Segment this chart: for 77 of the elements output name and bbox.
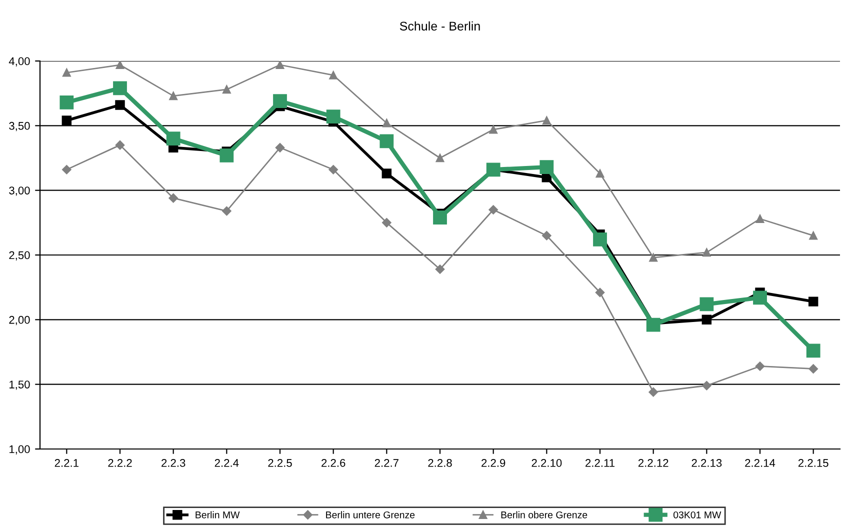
- x-tick-label: 2.2.2: [108, 459, 132, 467]
- point: [273, 94, 287, 108]
- point: [700, 297, 714, 312]
- x-tick-label: 2.2.9: [482, 459, 506, 467]
- point: [222, 206, 232, 216]
- point: [382, 168, 392, 178]
- point: [62, 165, 72, 174]
- point: [166, 132, 180, 146]
- point: [806, 344, 820, 358]
- x-tick-label: 2.2.4: [214, 459, 239, 467]
- point: [328, 165, 338, 174]
- x-tick-label: 2.2.14: [745, 459, 776, 467]
- point: [169, 92, 178, 100]
- point: [540, 160, 554, 174]
- point: [649, 253, 658, 262]
- point: [329, 71, 338, 80]
- point: [488, 205, 498, 214]
- legend-label: 03K01 MW: [673, 511, 722, 518]
- y-tick-label: 2,50: [9, 251, 30, 260]
- point: [808, 296, 818, 306]
- point: [382, 118, 391, 128]
- point: [116, 61, 124, 70]
- point: [222, 85, 231, 94]
- x-tick-label: 2.2.13: [692, 459, 722, 467]
- point: [702, 381, 712, 390]
- point: [542, 116, 551, 125]
- point: [808, 364, 818, 374]
- point: [115, 140, 125, 150]
- point: [435, 264, 445, 274]
- point: [756, 214, 764, 223]
- point: [755, 362, 765, 371]
- point: [542, 230, 552, 240]
- point: [276, 61, 284, 70]
- point: [436, 154, 444, 162]
- point: [646, 318, 660, 332]
- x-tick-label: 2.2.3: [162, 459, 186, 467]
- x-tick-label: 2.2.6: [322, 459, 346, 467]
- point: [326, 110, 340, 124]
- point: [595, 288, 605, 298]
- y-tick-label: 2,00: [9, 316, 30, 326]
- x-tick-label: 2.2.1: [54, 459, 78, 467]
- point: [62, 68, 71, 77]
- point: [168, 193, 178, 203]
- point: [275, 143, 285, 152]
- legend-label: Berlin untere Grenze: [326, 511, 415, 518]
- point: [596, 169, 604, 178]
- y-tick-label: 1,00: [10, 445, 30, 454]
- point: [220, 148, 234, 162]
- point: [593, 232, 607, 246]
- y-tick-label: 4,00: [8, 57, 30, 66]
- point: [115, 100, 125, 110]
- x-tick-label: 2.2.15: [798, 459, 828, 467]
- point: [380, 134, 394, 148]
- point: [489, 125, 498, 134]
- point: [702, 248, 711, 257]
- point: [702, 314, 712, 325]
- x-tick-label: 2.2.5: [268, 459, 292, 467]
- point: [433, 210, 447, 224]
- point: [60, 95, 74, 110]
- legend-label: Berlin MW: [196, 511, 240, 518]
- point: [753, 290, 767, 305]
- point: [62, 116, 72, 126]
- x-tick-label: 2.2.12: [638, 459, 668, 467]
- x-tick-label: 2.2.10: [532, 459, 562, 467]
- x-tick-label: 2.2.11: [586, 459, 614, 467]
- y-tick-label: 3,50: [9, 122, 30, 132]
- y-tick-label: 1,50: [10, 380, 30, 390]
- point: [648, 387, 658, 397]
- point: [486, 162, 500, 177]
- point: [113, 81, 127, 96]
- legend-label: Berlin obere Grenze: [501, 511, 588, 518]
- x-tick-label: 2.2.8: [428, 459, 452, 467]
- x-tick-label: 2.2.7: [374, 459, 398, 467]
- point: [382, 218, 392, 228]
- chart-title: Schule - Berlin: [400, 21, 480, 31]
- point: [809, 231, 818, 240]
- y-tick-label: 3,00: [9, 186, 30, 196]
